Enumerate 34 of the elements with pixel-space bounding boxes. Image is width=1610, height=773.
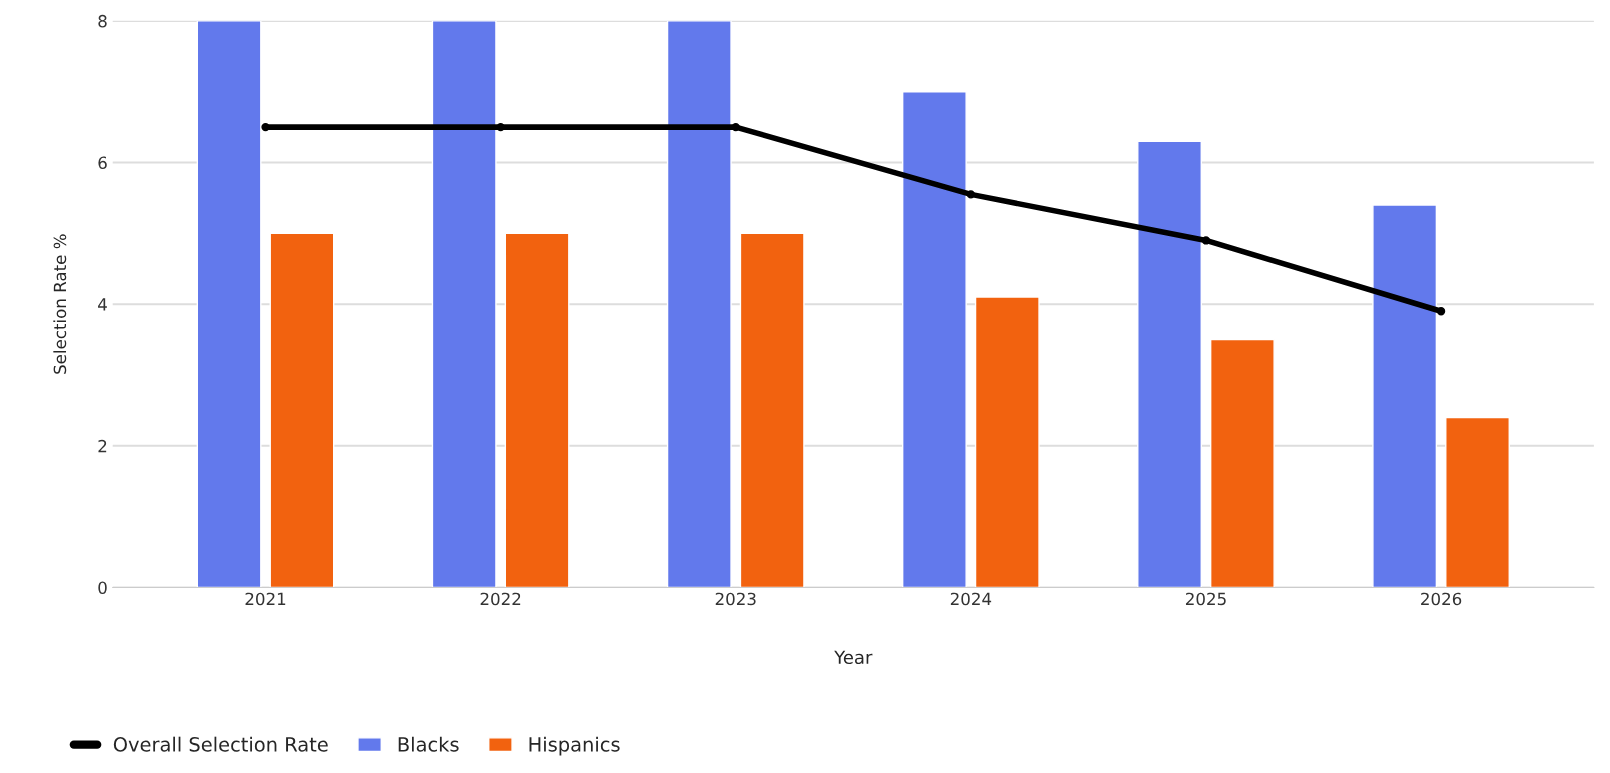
bar bbox=[504, 232, 570, 588]
legend-label: Hispanics bbox=[529, 736, 620, 756]
y-tick-label: 2 bbox=[98, 439, 107, 453]
x-tick-label: 2024 bbox=[950, 592, 992, 606]
bar bbox=[196, 20, 262, 588]
bar bbox=[1137, 140, 1202, 588]
bar bbox=[974, 296, 1040, 588]
bar bbox=[431, 20, 497, 588]
y-tick-label: 0 bbox=[98, 581, 107, 595]
bar bbox=[1445, 416, 1510, 588]
y-axis-title: Selection Rate % bbox=[53, 234, 67, 374]
x-tick-label: 2022 bbox=[480, 592, 521, 606]
x-tick-label: 2026 bbox=[1421, 592, 1462, 606]
y-tick-label: 4 bbox=[98, 298, 107, 311]
bar bbox=[666, 20, 732, 588]
point bbox=[496, 122, 505, 132]
point bbox=[261, 122, 270, 132]
bar bbox=[1372, 204, 1438, 588]
x-tick-label: 2021 bbox=[245, 592, 286, 606]
bar bbox=[1209, 338, 1275, 588]
x-tick-label: 2023 bbox=[715, 592, 756, 606]
point bbox=[1436, 307, 1446, 316]
legend-label: Blacks bbox=[398, 736, 459, 752]
point bbox=[966, 190, 976, 199]
x-axis-title: Year bbox=[834, 650, 873, 665]
bar bbox=[739, 232, 805, 588]
y-tick-label: 6 bbox=[98, 156, 107, 170]
x-tick-label: 2025 bbox=[1185, 592, 1226, 606]
legend-label: Overall Selection Rate bbox=[113, 736, 328, 752]
bar bbox=[901, 91, 967, 588]
y-tick-label: 8 bbox=[98, 14, 107, 28]
bar bbox=[269, 232, 335, 588]
point bbox=[1201, 236, 1211, 245]
point bbox=[731, 122, 740, 132]
